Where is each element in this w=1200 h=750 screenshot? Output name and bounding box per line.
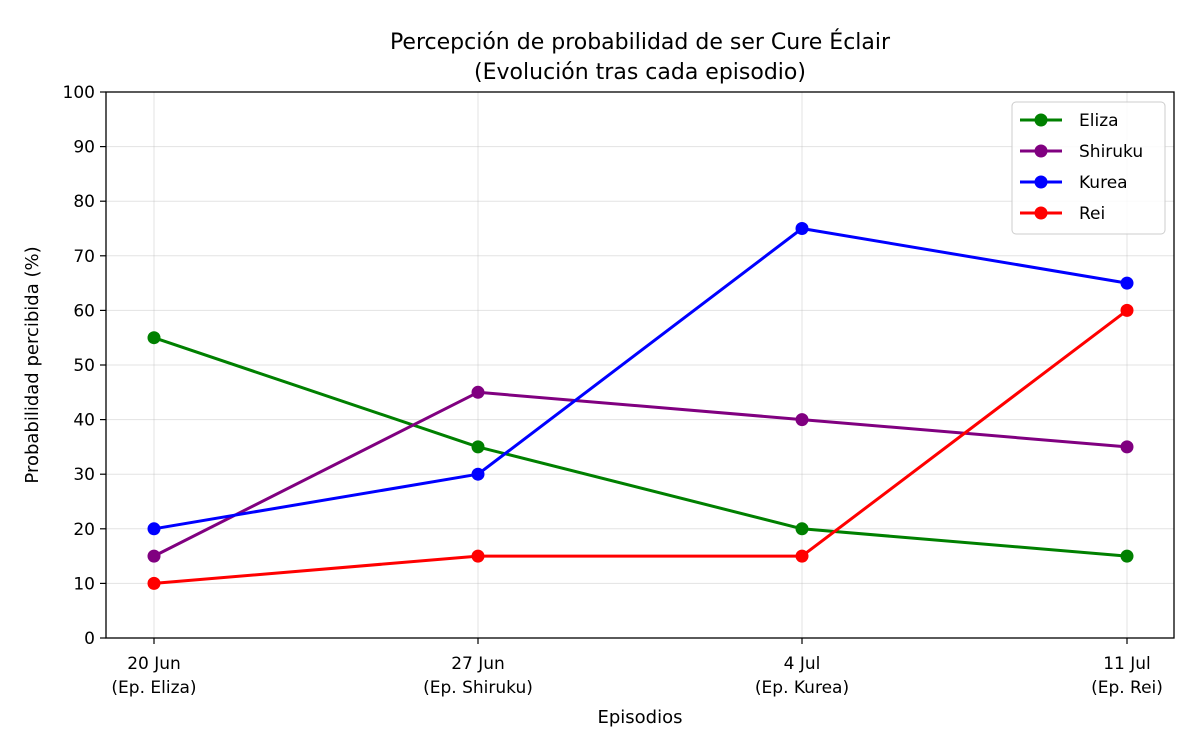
legend-entry: Rei: [1020, 204, 1105, 224]
data-point: [795, 522, 809, 536]
legend-marker: [1034, 113, 1048, 127]
x-tick-label-date: 27 Jun: [451, 654, 505, 674]
y-tick-label: 0: [84, 629, 95, 649]
legend-marker: [1034, 206, 1048, 220]
legend-label: Eliza: [1079, 111, 1119, 131]
data-point: [147, 331, 161, 345]
x-axis-ticks: 20 Jun (Ep. Eliza) 27 Jun (Ep. Shiruku) 4 Ju…: [111, 638, 1163, 698]
data-point: [147, 576, 161, 590]
y-tick-label: 80: [73, 192, 95, 212]
data-point: [1120, 303, 1134, 317]
chart-title: Percepción de probabilidad de ser Cure É…: [390, 29, 891, 55]
series-eliza: [147, 331, 1134, 563]
series-line: [153, 309, 1128, 585]
data-point: [795, 222, 809, 235]
data-point: [471, 385, 485, 399]
data-point: [795, 549, 809, 563]
series-line: [153, 227, 1128, 531]
y-tick-label: 30: [73, 465, 95, 485]
series-rei: [147, 303, 1134, 590]
y-tick-label: 10: [73, 574, 95, 594]
y-tick-label: 90: [73, 138, 95, 158]
x-tick-label-episode: (Ep. Kurea): [755, 678, 849, 698]
series-line: [153, 336, 1128, 558]
series-kurea: [147, 222, 1134, 536]
x-tick-label-episode: (Ep. Shiruku): [423, 678, 533, 698]
y-tick-label: 60: [73, 301, 95, 321]
y-tick-label: 40: [73, 411, 95, 431]
x-axis-label: Episodios: [597, 707, 682, 728]
data-point: [147, 522, 161, 536]
legend: Eliza Shiruku Kurea Rei: [1011, 101, 1166, 235]
chart-subtitle: (Evolución tras cada episodio): [474, 60, 806, 85]
y-tick-label: 70: [73, 247, 95, 267]
x-tick-label-date: 20 Jun: [127, 654, 181, 674]
legend-label: Shiruku: [1079, 142, 1143, 162]
y-tick-label: 50: [73, 356, 95, 376]
y-tick-label: 20: [73, 520, 95, 540]
legend-entry: Shiruku: [1020, 142, 1143, 162]
data-point: [471, 440, 485, 454]
y-axis-label: Probabilidad percibida (%): [22, 246, 43, 483]
legend-marker: [1034, 144, 1048, 158]
legend-label: Rei: [1079, 204, 1105, 224]
x-tick-label-date: 4 Jul: [784, 654, 821, 674]
legend-entry: Eliza: [1020, 111, 1119, 131]
x-tick-label-date: 11 Jul: [1103, 654, 1151, 674]
y-axis-ticks: 0 10 20 30 40 50 60 70 80 90 100: [63, 83, 106, 649]
data-point: [471, 549, 485, 563]
legend-entry: Kurea: [1020, 173, 1128, 193]
data-point: [471, 467, 485, 481]
x-tick-label-episode: (Ep. Rei): [1091, 678, 1163, 698]
legend-label: Kurea: [1079, 173, 1128, 193]
legend-box: [1011, 101, 1166, 235]
data-point: [1120, 276, 1134, 290]
y-tick-label: 100: [63, 83, 95, 103]
data-point: [147, 549, 161, 563]
data-point: [1120, 440, 1134, 454]
legend-marker: [1034, 175, 1048, 189]
x-tick-label-episode: (Ep. Eliza): [111, 678, 196, 698]
data-point: [1120, 549, 1134, 563]
series-lines: [147, 222, 1134, 590]
data-point: [795, 413, 809, 427]
